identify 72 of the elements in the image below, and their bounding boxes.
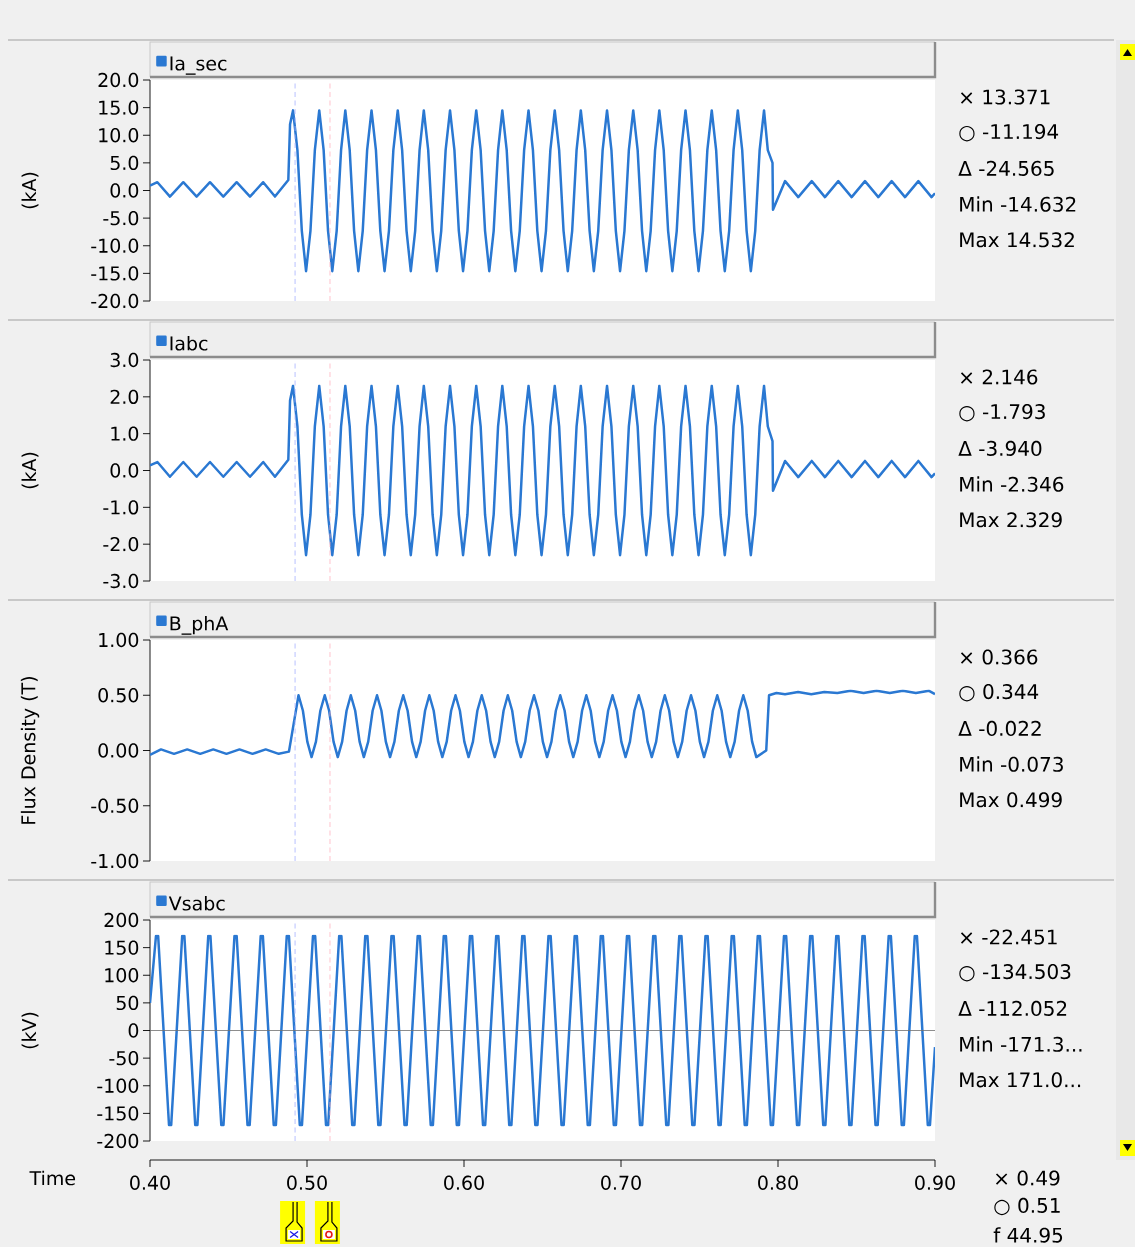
- y-tick-label: -1.00: [91, 853, 139, 869]
- y-tick-label: 10.0: [99, 128, 139, 143]
- x-tick-label: 0.50: [287, 1175, 327, 1190]
- text: f 44.95: [993, 1227, 1063, 1243]
- text: Δ -0.022: [958, 720, 1041, 736]
- text: × -22.451: [960, 929, 1057, 945]
- text: Max 2.329: [960, 512, 1062, 528]
- text: Δ -3.940: [958, 440, 1042, 456]
- y-axis-title: (kV): [21, 1012, 39, 1049]
- text: ○ -134.503: [959, 964, 1071, 982]
- text: Min -171.3...: [960, 1036, 1082, 1052]
- legend-label: Vsabc: [168, 895, 225, 911]
- text: ○ -11.194: [959, 124, 1059, 142]
- legend-label: Ia_sec: [170, 56, 227, 75]
- y-tick-label: -100: [97, 1078, 139, 1093]
- y-tick-label: -1.0: [103, 500, 139, 515]
- y-tick-label: 150: [105, 940, 139, 955]
- text: Min -2.346: [960, 476, 1064, 492]
- y-axis-title: Flux Density (T): [20, 677, 40, 824]
- x-axis-title: Time: [29, 1170, 76, 1186]
- line-series: [150, 689, 935, 759]
- x-tick-label: 0.70: [601, 1175, 641, 1190]
- text: × 0.49: [995, 1170, 1060, 1186]
- y-tick-label: 0.0: [110, 463, 139, 478]
- y-tick-label: -200: [97, 1133, 139, 1149]
- y-tick-label: 20.0: [98, 72, 139, 88]
- y-tick-label: 0.0: [110, 183, 139, 198]
- y-axis-title: (kA): [21, 452, 39, 489]
- y-tick-label: -2.0: [103, 536, 139, 552]
- text: × 2.146: [960, 369, 1038, 385]
- y-axis-title: (kA): [21, 172, 39, 209]
- y-tick-label: 0.00: [98, 743, 139, 758]
- text: ○ -1.793: [959, 404, 1045, 422]
- x-tick-label: 0.40: [130, 1175, 170, 1190]
- y-tick-label: 100: [105, 968, 139, 983]
- y-tick-label: 5.0: [110, 155, 139, 171]
- y-tick-label: 200: [104, 912, 139, 928]
- legend-label: B_phA: [170, 615, 229, 635]
- text: ○ 0.344: [959, 684, 1039, 702]
- y-tick-label: 2.0: [110, 389, 139, 405]
- legend-label: Iabc: [170, 335, 208, 351]
- text: × 13.371: [960, 89, 1050, 105]
- y-tick-label: 15.0: [99, 100, 139, 115]
- text: Max 171.0...: [960, 1072, 1081, 1088]
- text: Min -14.632: [960, 196, 1076, 212]
- y-tick-label: 50: [116, 995, 139, 1011]
- text: Δ -112.052: [958, 1000, 1067, 1016]
- x-tick-label: 0.80: [758, 1175, 798, 1190]
- text: ○ 0.51: [994, 1197, 1060, 1216]
- y-tick-label: -0.50: [91, 798, 139, 813]
- y-tick-label: -5.0: [103, 210, 139, 226]
- y-tick-label: 3.0: [110, 352, 139, 368]
- y-tick-label: 0.50: [98, 688, 139, 703]
- text: Max 0.499: [960, 792, 1062, 808]
- text: × 0.366: [960, 649, 1038, 665]
- line-series: [150, 384, 936, 557]
- line-series: [150, 934, 935, 1127]
- y-tick-label: 1.00: [99, 632, 139, 648]
- y-tick-label: 0: [128, 1023, 139, 1038]
- y-tick-label: -150: [97, 1106, 139, 1121]
- y-tick-label: -15.0: [91, 266, 139, 281]
- text: Max 14.532: [960, 232, 1074, 248]
- y-tick-label: 1.0: [111, 426, 139, 441]
- y-tick-label: -10.0: [91, 238, 139, 253]
- y-tick-label: -20.0: [91, 293, 139, 309]
- text: Min -0.073: [960, 756, 1063, 772]
- x-tick-label: 0.60: [444, 1175, 484, 1190]
- y-tick-label: -50: [109, 1050, 139, 1066]
- line-series: [150, 109, 935, 273]
- text: Δ -24.565: [958, 160, 1054, 176]
- y-tick-label: -3.0: [103, 573, 139, 589]
- x-tick-label: 0.90: [915, 1175, 955, 1190]
